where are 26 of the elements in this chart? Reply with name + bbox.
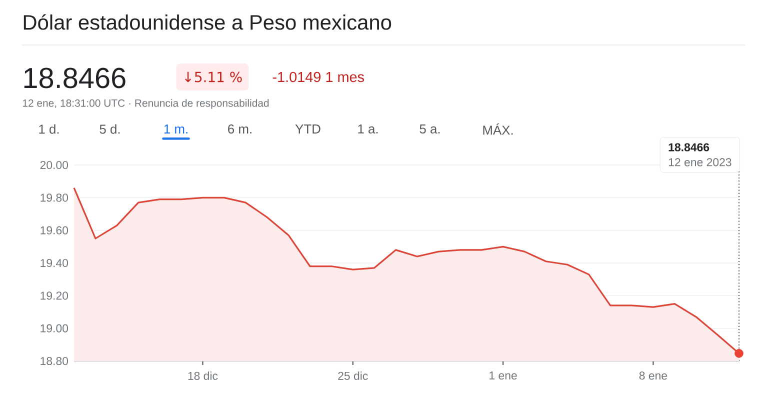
y-tick-label: 19.20	[40, 292, 68, 300]
text: 5 a.	[420, 124, 440, 134]
text: 18.8466	[24, 68, 126, 88]
text: ↓5.11 %	[185, 72, 242, 82]
y-tick-label: 19.60	[40, 226, 68, 234]
x-tick-label: 1 ene	[490, 372, 517, 380]
text: 1 d.	[39, 124, 59, 134]
y-tick-label: 19.00	[40, 324, 68, 332]
text: 1 a.	[358, 124, 378, 134]
text: MÁX.	[483, 123, 513, 135]
text: 12 ene, 18:31:00 UTC · Renuncia de responsabilidad	[22, 99, 269, 109]
y-tick-label: 19.40	[40, 258, 68, 268]
text: 18.8466	[668, 143, 710, 152]
text: 1 m.	[164, 124, 188, 134]
text: 6 m.	[228, 124, 252, 134]
x-tick-label: 25 dic	[338, 372, 368, 380]
chart-title: Dólar estadounidense a Peso mexicano	[24, 14, 392, 30]
text: 5 d.	[100, 124, 120, 134]
annotation: 12 ene 2023	[668, 158, 732, 166]
y-tick-label: 19.80	[40, 194, 68, 202]
text: YTD	[295, 124, 320, 134]
y-tick-label: 18.80	[40, 356, 68, 366]
x-tick-label: 18 dic	[188, 372, 218, 380]
x-tick-label: 8 ene	[639, 372, 668, 380]
text: -1.0149 1 mes	[272, 72, 364, 82]
y-tick-label: 20.00	[40, 160, 68, 170]
